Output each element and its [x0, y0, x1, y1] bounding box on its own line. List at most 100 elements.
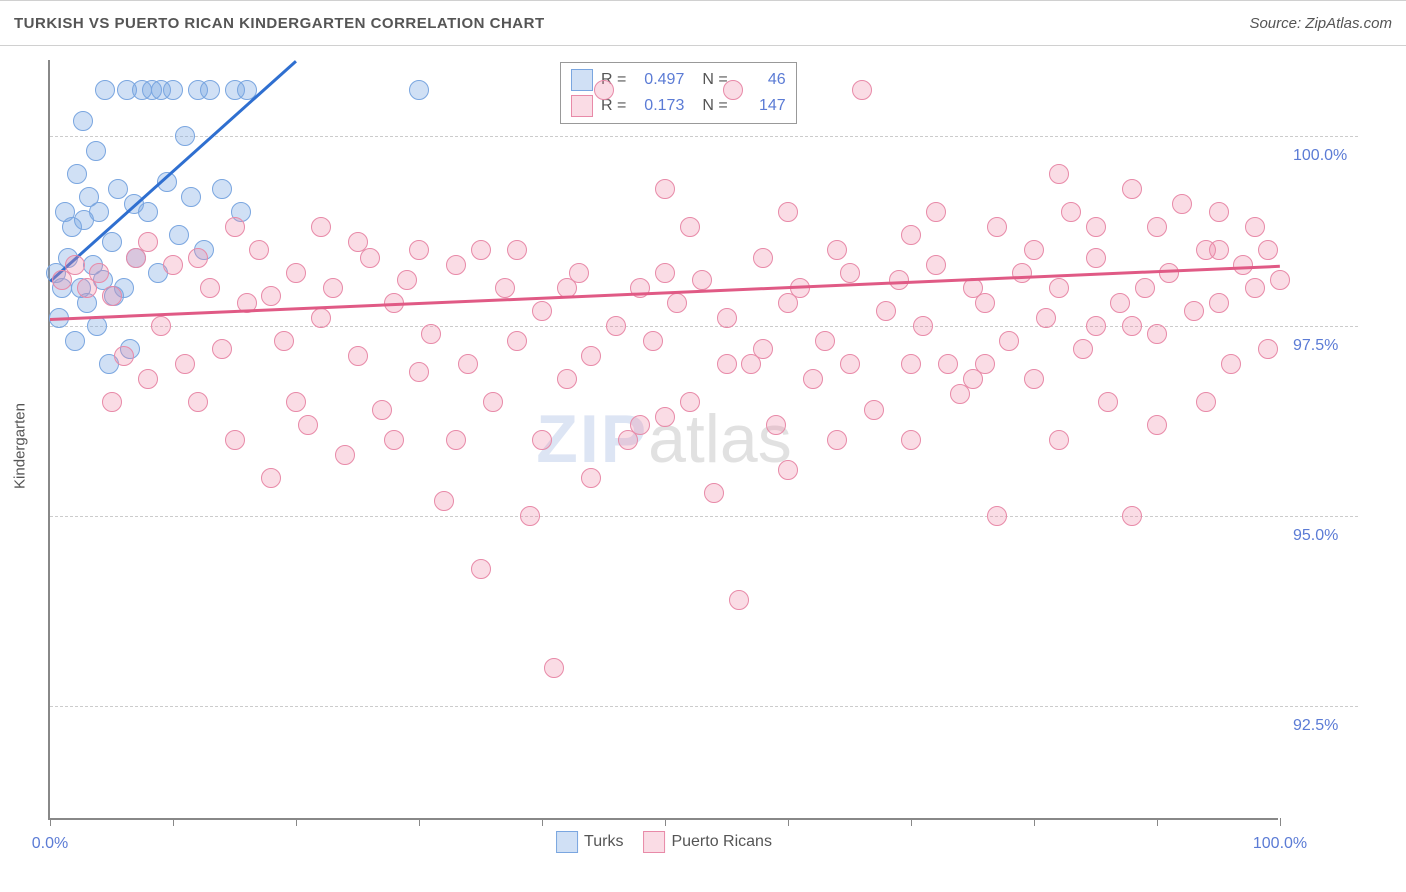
data-point: [926, 202, 946, 222]
data-point: [274, 331, 294, 351]
legend-label: Puerto Ricans: [671, 833, 772, 851]
data-point: [409, 362, 429, 382]
data-point: [286, 263, 306, 283]
data-point: [594, 80, 614, 100]
data-point: [1049, 164, 1069, 184]
x-tick: [542, 818, 543, 826]
x-tick: [665, 818, 666, 826]
data-point: [704, 483, 724, 503]
data-point: [102, 392, 122, 412]
data-point: [803, 369, 823, 389]
data-point: [175, 354, 195, 374]
data-point: [1086, 316, 1106, 336]
data-point: [1147, 324, 1167, 344]
data-point: [1122, 179, 1142, 199]
data-point: [169, 225, 189, 245]
data-point: [483, 392, 503, 412]
data-point: [1061, 202, 1081, 222]
data-point: [1172, 194, 1192, 214]
chart-source: Source: ZipAtlas.com: [1249, 15, 1392, 32]
data-point: [1196, 392, 1216, 412]
data-point: [840, 354, 860, 374]
data-point: [507, 331, 527, 351]
data-point: [434, 491, 454, 511]
data-point: [827, 240, 847, 260]
data-point: [1209, 202, 1229, 222]
data-point: [1258, 339, 1278, 359]
data-point: [163, 80, 183, 100]
data-point: [643, 331, 663, 351]
data-point: [901, 354, 921, 374]
data-point: [766, 415, 786, 435]
data-point: [815, 331, 835, 351]
data-point: [532, 301, 552, 321]
data-point: [65, 255, 85, 275]
data-point: [557, 369, 577, 389]
data-point: [581, 346, 601, 366]
data-point: [102, 286, 122, 306]
r-value: 0.497: [634, 71, 684, 89]
y-tick-label: 97.5%: [1293, 337, 1393, 355]
data-point: [138, 369, 158, 389]
data-point: [606, 316, 626, 336]
x-tick: [296, 818, 297, 826]
data-point: [507, 240, 527, 260]
data-point: [753, 339, 773, 359]
x-tick-label: 0.0%: [32, 835, 68, 853]
r-value: 0.173: [634, 97, 684, 115]
data-point: [987, 217, 1007, 237]
gridline: [50, 516, 1358, 517]
data-point: [753, 248, 773, 268]
legend-label: Turks: [584, 833, 623, 851]
data-point: [1147, 415, 1167, 435]
data-point: [225, 430, 245, 450]
data-point: [1209, 293, 1229, 313]
data-point: [901, 430, 921, 450]
data-point: [692, 270, 712, 290]
data-point: [680, 217, 700, 237]
data-point: [188, 392, 208, 412]
data-point: [409, 240, 429, 260]
n-value: 46: [736, 71, 786, 89]
data-point: [1024, 369, 1044, 389]
data-point: [89, 263, 109, 283]
data-point: [446, 255, 466, 275]
data-point: [108, 179, 128, 199]
data-point: [73, 111, 93, 131]
data-point: [1122, 506, 1142, 526]
data-point: [335, 445, 355, 465]
data-point: [1036, 308, 1056, 328]
data-point: [181, 187, 201, 207]
data-point: [200, 80, 220, 100]
data-point: [102, 232, 122, 252]
data-point: [729, 590, 749, 610]
data-point: [212, 339, 232, 359]
data-point: [87, 316, 107, 336]
data-point: [261, 286, 281, 306]
data-point: [778, 460, 798, 480]
data-point: [163, 255, 183, 275]
legend-swatch: [571, 69, 593, 91]
data-point: [975, 293, 995, 313]
data-point: [520, 506, 540, 526]
data-point: [987, 506, 1007, 526]
chart-title: TURKISH VS PUERTO RICAN KINDERGARTEN COR…: [14, 15, 545, 32]
data-point: [1135, 278, 1155, 298]
data-point: [1270, 270, 1290, 290]
data-point: [67, 164, 87, 184]
data-point: [471, 240, 491, 260]
data-point: [532, 430, 552, 450]
data-point: [86, 141, 106, 161]
data-point: [864, 400, 884, 420]
chart-header: TURKISH VS PUERTO RICAN KINDERGARTEN COR…: [0, 0, 1406, 46]
data-point: [151, 316, 171, 336]
data-point: [249, 240, 269, 260]
data-point: [926, 255, 946, 275]
data-point: [1098, 392, 1118, 412]
data-point: [471, 559, 491, 579]
x-tick: [911, 818, 912, 826]
legend-item: Turks: [556, 831, 623, 853]
gridline: [50, 706, 1358, 707]
x-tick: [1034, 818, 1035, 826]
data-point: [1024, 240, 1044, 260]
